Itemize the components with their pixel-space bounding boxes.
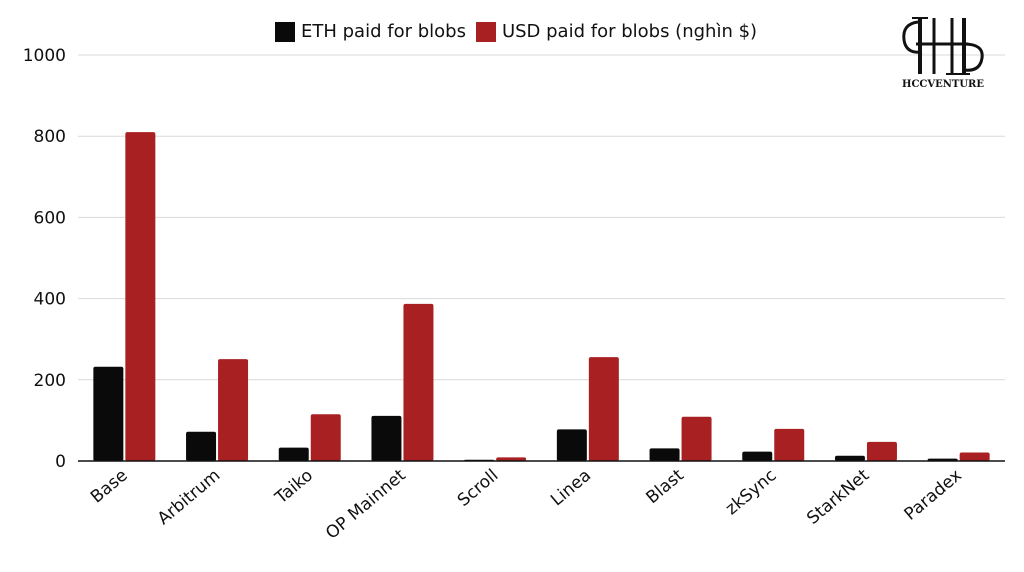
bar-usd (125, 132, 156, 461)
hccventure-logo: HCCVENTURE (898, 14, 988, 94)
y-tick-label: 1000 (23, 46, 66, 66)
bar-usd (959, 452, 990, 461)
legend-item-usd: USD paid for blobs (nghìn $) (475, 21, 758, 42)
bar-eth (834, 455, 865, 461)
x-tick-label: StarkNet (803, 465, 873, 528)
legend-swatch-usd (475, 21, 496, 42)
x-tick-label: Base (87, 466, 132, 508)
bar-usd (866, 441, 897, 461)
bar-usd (218, 359, 249, 461)
bar-usd (403, 303, 434, 461)
x-tick-label: Blast (642, 465, 688, 508)
bar-eth (556, 429, 587, 461)
bar-eth (186, 431, 217, 461)
x-tick-label: Scroll (454, 466, 503, 511)
legend-label-eth: ETH paid for blobs (301, 21, 466, 42)
y-tick-label: 800 (34, 127, 66, 147)
y-tick-label: 200 (34, 371, 66, 391)
x-tick-label: Arbitrum (154, 466, 224, 530)
bar-usd (310, 414, 341, 461)
bar-eth (93, 366, 124, 461)
x-tick-label: OP Mainnet (322, 465, 410, 543)
logo-text: HCCVENTURE (902, 79, 984, 90)
bar-eth (742, 451, 773, 461)
bar-usd (588, 357, 619, 461)
y-tick-label: 0 (55, 452, 66, 472)
x-tick-label: Linea (547, 466, 595, 511)
legend-label-usd: USD paid for blobs (nghìn $) (501, 21, 758, 42)
y-tick-label: 600 (34, 208, 66, 228)
bar-usd (774, 428, 805, 461)
legend-item-eth: ETH paid for blobs (275, 21, 466, 42)
legend-swatch-eth (275, 21, 295, 42)
y-tick-label: 400 (34, 290, 66, 310)
x-tick-label: Paradex (901, 466, 966, 525)
x-tick-label: Taiko (271, 466, 317, 509)
bar-eth (278, 447, 309, 461)
bar-eth (371, 415, 402, 461)
bar-usd (496, 457, 527, 461)
legend: ETH paid for blobs USD paid for blobs (n… (275, 21, 757, 42)
logo-monogram-icon: HCCVENTURE (902, 17, 984, 90)
bar-eth (649, 448, 680, 461)
bar-usd (681, 416, 712, 461)
x-tick-label: zkSync (722, 466, 781, 520)
